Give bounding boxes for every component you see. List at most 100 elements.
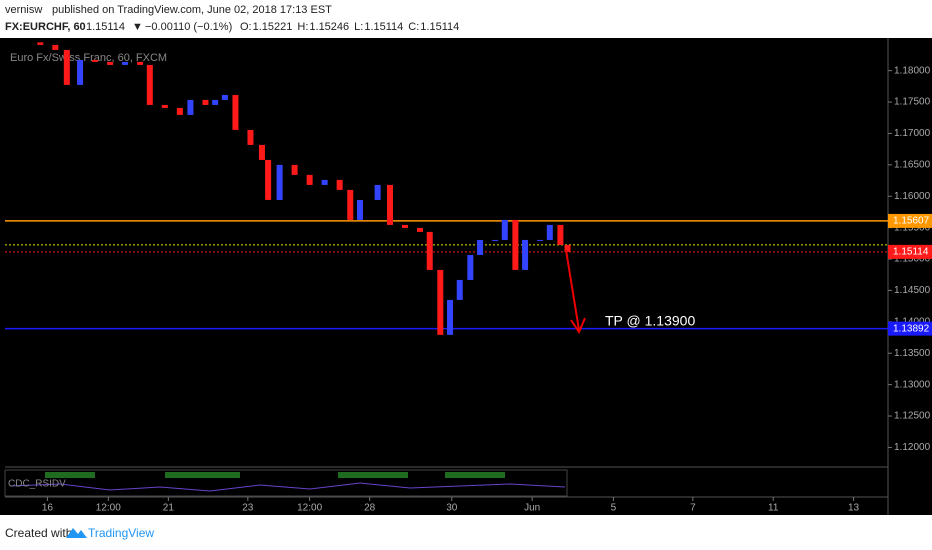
quote: 1.15114	[86, 21, 125, 33]
y-tick-label: 1.15000	[894, 254, 931, 265]
x-tick-label: 30	[446, 503, 458, 514]
y-tick-label: 1.16000	[894, 191, 931, 202]
y-tick-label: 1.17500	[894, 97, 931, 108]
indicator-zone	[45, 472, 95, 478]
candle	[247, 129, 254, 145]
ohlc: O: 1.15221 H: 1.15246 L: 1.15114 C: 1.15114	[240, 21, 459, 33]
x-tick-label: 12:00	[96, 503, 121, 514]
candle	[456, 279, 463, 300]
series-legend: Euro Fx/Swiss Franc, 60, FXCM	[10, 52, 167, 64]
price-label-box	[888, 244, 932, 259]
x-tick-label: 16	[42, 503, 54, 514]
candle	[291, 164, 298, 175]
indicator-zone	[338, 472, 408, 478]
candle	[306, 174, 313, 185]
footer	[0, 515, 932, 550]
direction: ▼	[132, 21, 143, 33]
candle	[176, 107, 183, 115]
candle	[386, 184, 393, 225]
candle	[347, 189, 354, 220]
x-tick-label: 28	[364, 503, 376, 514]
candle	[374, 184, 381, 200]
x-tick-label: 7	[690, 503, 696, 514]
candle	[492, 239, 499, 241]
author[interactable]: vernisw	[5, 4, 42, 16]
y-tick-label: 1.12000	[894, 442, 931, 453]
change: −0.00110 (−0.1%)	[145, 21, 232, 33]
candle	[356, 199, 363, 220]
y-tick-label: 1.14500	[894, 285, 931, 296]
candle	[187, 99, 194, 115]
indicator-line	[9, 482, 566, 492]
indicator-zone	[445, 472, 505, 478]
candle	[63, 49, 70, 85]
annotation: TP @ 1.13900	[605, 313, 695, 329]
y-tick-label: 1.17000	[894, 128, 931, 139]
plot: 1.180001.175001.170001.165001.160001.155…	[5, 42, 932, 514]
candle	[537, 239, 544, 241]
ohlc-label: C:	[408, 21, 419, 33]
price-label: 1.15114	[893, 247, 929, 258]
candle	[77, 59, 84, 85]
candle	[321, 179, 328, 185]
candle	[401, 224, 408, 228]
ohlc-label: H:	[297, 21, 308, 33]
candle	[564, 244, 571, 252]
y-tick-label: 1.18000	[894, 65, 931, 76]
candle	[437, 269, 444, 335]
candle	[137, 61, 144, 65]
ohlc-label: L:	[354, 21, 363, 33]
candle	[417, 227, 424, 232]
candle	[221, 94, 228, 100]
candle	[232, 94, 239, 130]
x-tick-label: 11	[768, 503, 779, 514]
indicator-name: CDC_RSIDV	[8, 479, 66, 490]
candle	[52, 44, 59, 50]
price-label-box	[888, 321, 932, 336]
ohlc-label: O:	[240, 21, 252, 33]
candle	[202, 99, 209, 105]
candle	[92, 59, 99, 62]
price-label-box	[888, 213, 932, 228]
y-tick-label: 1.16500	[894, 159, 931, 170]
x-tick-label: 21	[163, 503, 175, 514]
chart-background	[0, 38, 932, 515]
arrow	[565, 249, 580, 331]
candle	[212, 99, 219, 105]
footer-brand[interactable]: TradingView	[88, 526, 154, 540]
y-tick-label: 1.13000	[894, 379, 931, 390]
candle	[276, 164, 283, 200]
candle	[426, 231, 433, 270]
candle	[107, 61, 114, 65]
candle	[501, 219, 508, 240]
indicator-pane	[4, 469, 568, 497]
x-tick-label: 5	[611, 503, 617, 514]
candle	[258, 144, 265, 160]
ohlc-value: 1.15114	[420, 21, 459, 33]
candle	[146, 64, 153, 105]
price-label: 1.15607	[893, 216, 930, 227]
y-tick-label: 1.13500	[894, 348, 931, 359]
symbol: FX:EURCHF, 60	[5, 21, 86, 33]
x-tick-label: 12:00	[297, 503, 322, 514]
candle	[122, 61, 129, 65]
y-tick-label: 1.12500	[894, 411, 931, 422]
candle	[477, 239, 484, 255]
candle	[447, 299, 454, 335]
candle	[161, 104, 168, 108]
candle	[336, 179, 343, 190]
x-tick-label: Jun	[524, 503, 540, 514]
x-tick-label: 23	[242, 503, 254, 514]
candle	[546, 224, 553, 240]
price-label: 1.13892	[893, 323, 930, 334]
ohlc-value: 1.15114	[364, 21, 403, 33]
indicator-zone	[165, 472, 240, 478]
arrow-head	[570, 317, 586, 335]
candle	[522, 239, 529, 270]
candle	[557, 224, 564, 245]
candle	[37, 42, 44, 45]
x-tick-label: 13	[848, 503, 860, 514]
candle	[467, 254, 474, 280]
